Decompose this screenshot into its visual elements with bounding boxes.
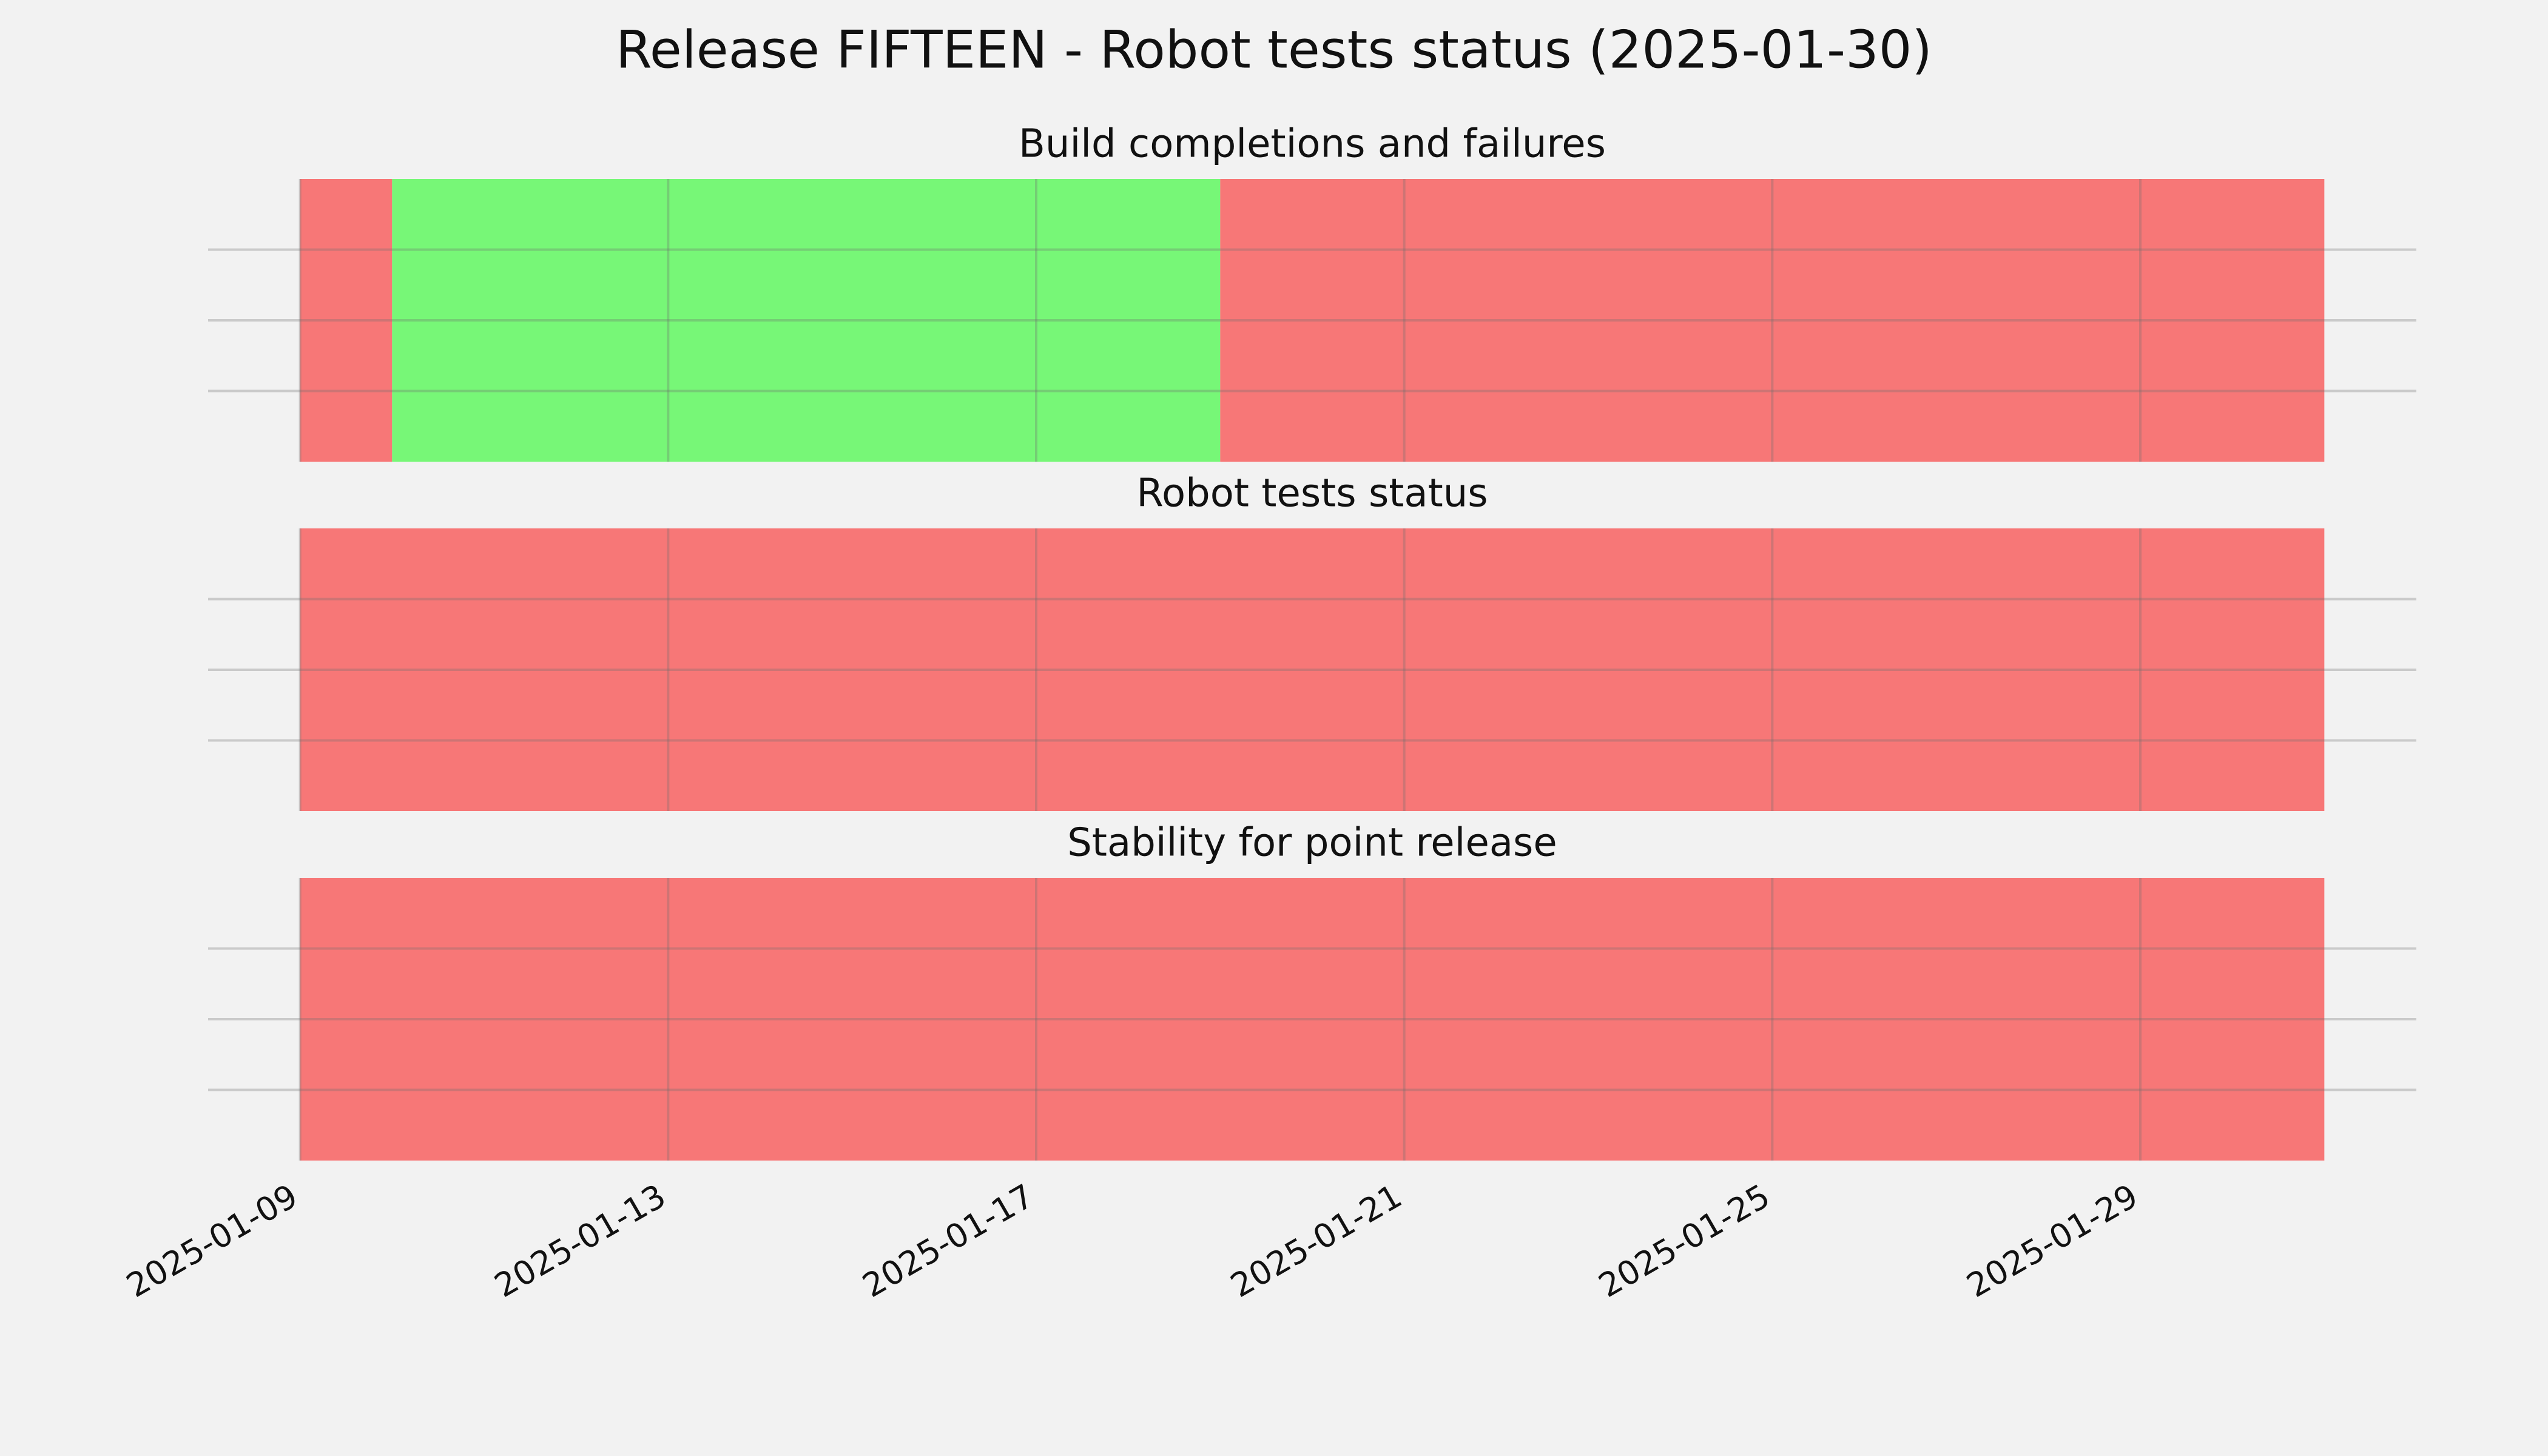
chart-title: Release FIFTEEN - Robot tests status (20… <box>616 19 1932 80</box>
status-span <box>300 528 2325 811</box>
status-span <box>392 179 1221 462</box>
x-tick-label: 2025-01-09 <box>120 1177 304 1305</box>
status-span <box>1220 179 2325 462</box>
x-tick-label: 2025-01-21 <box>1224 1177 1408 1305</box>
x-tick-label: 2025-01-13 <box>488 1177 672 1305</box>
status-span <box>300 878 2325 1161</box>
panel-title: Stability for point release <box>1067 821 1557 866</box>
panel-title: Build completions and failures <box>1019 122 1606 167</box>
x-tick-label: 2025-01-25 <box>1592 1177 1776 1305</box>
status-span <box>300 179 393 462</box>
x-tick-label: 2025-01-17 <box>856 1177 1040 1305</box>
x-tick-label: 2025-01-29 <box>1960 1177 2144 1305</box>
panel-title: Robot tests status <box>1136 471 1488 516</box>
